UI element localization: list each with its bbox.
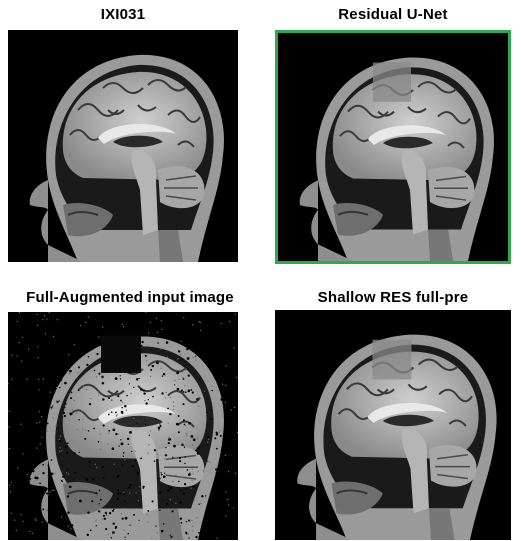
tongue — [331, 481, 383, 515]
ventricle — [383, 136, 433, 149]
title-shallow-res: Shallow RES full-pre — [317, 289, 469, 306]
ventricle — [113, 415, 163, 428]
spinal-column — [158, 230, 183, 262]
reconstructed-patch — [373, 62, 411, 102]
cerebellum-folia — [435, 454, 470, 480]
tongue — [333, 203, 383, 236]
brainstem — [401, 150, 428, 235]
mri-image-residual-unet — [275, 30, 511, 264]
title-full-augmented: Full-Augmented input image — [26, 289, 234, 306]
cerebellum-folia — [164, 175, 198, 201]
brainstem — [131, 149, 158, 235]
mri-image-original — [8, 30, 238, 262]
palate — [67, 211, 99, 216]
spinal-column — [158, 508, 183, 540]
brainstem — [131, 429, 158, 514]
corpus-callosum — [368, 125, 446, 146]
reconstructed-patch — [372, 339, 412, 380]
mri-image-augmented-input — [8, 312, 238, 540]
noise-speckles — [8, 312, 238, 539]
spinal-column — [428, 229, 453, 261]
tongue — [63, 203, 113, 237]
gyri — [69, 79, 201, 148]
tongue — [63, 482, 113, 515]
mri-image-shallow-res — [275, 310, 511, 540]
palate — [336, 489, 368, 495]
mri-svg-tr — [278, 33, 508, 261]
face — [299, 180, 353, 261]
cerebellum-folia — [164, 454, 198, 480]
mask-square — [101, 335, 141, 373]
palate — [67, 489, 99, 495]
face — [29, 459, 84, 540]
mri-svg-bl — [8, 312, 238, 540]
cerebellum-folia — [434, 175, 468, 201]
mri-svg-br — [275, 310, 511, 540]
face — [297, 458, 352, 540]
palate — [337, 210, 369, 216]
corpus-callosum — [367, 403, 448, 424]
ventricle — [382, 414, 435, 427]
mri-svg-tl — [8, 30, 238, 262]
spinal-column — [428, 508, 455, 540]
title-residual-unet: Residual U-Net — [338, 6, 448, 23]
ventricle — [113, 135, 163, 148]
face — [29, 180, 84, 262]
corpus-callosum — [98, 123, 176, 144]
corpus-callosum — [98, 404, 176, 425]
brainstem — [401, 428, 429, 514]
title-ixi031: IXI031 — [100, 6, 146, 23]
